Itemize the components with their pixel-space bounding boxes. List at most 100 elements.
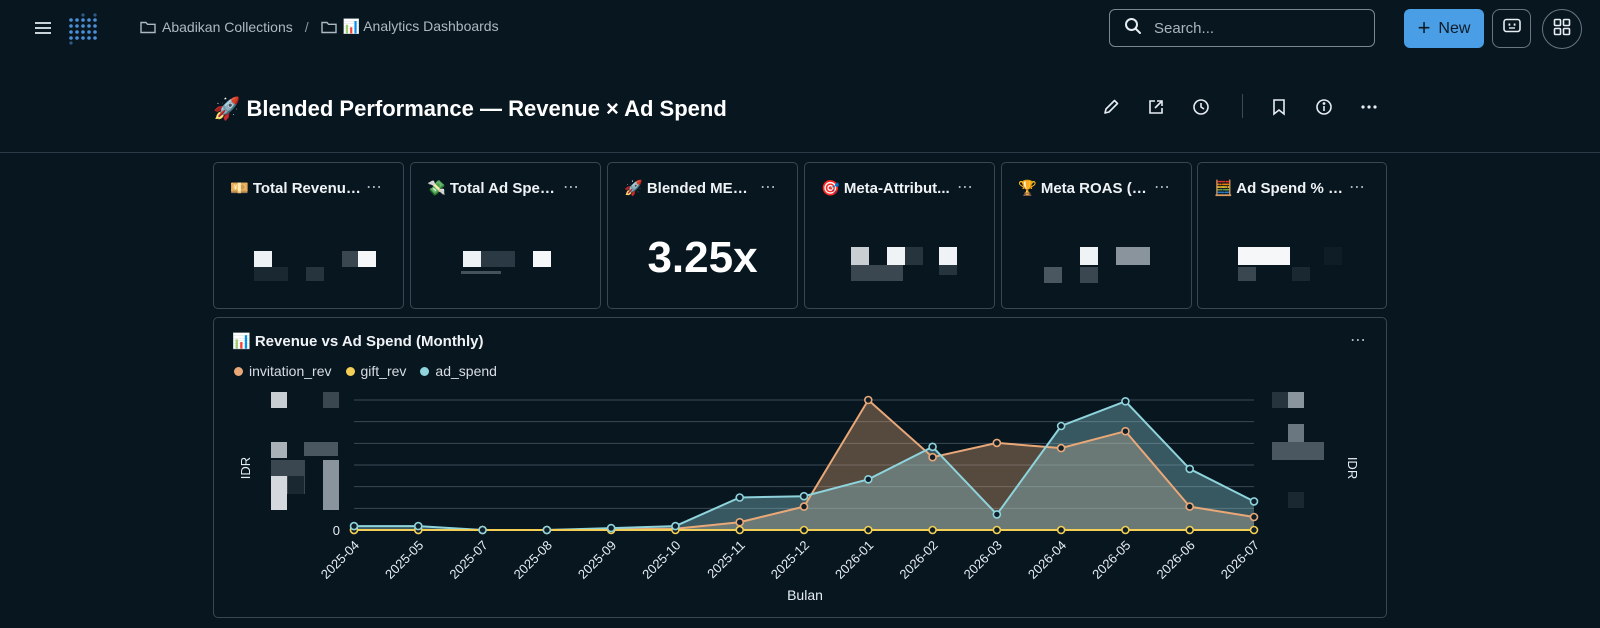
x-tick-label: 2026-01 — [832, 538, 876, 582]
y-axis-ticks: 0 — [333, 523, 340, 538]
card-menu-icon[interactable]: ⋯ — [366, 179, 383, 196]
y-tick-label: 0 — [333, 523, 340, 538]
chart-title: 📊 Revenue vs Ad Spend (Monthly) — [232, 333, 484, 350]
point-ad-spend — [928, 442, 937, 452]
y-axis-label-right: IDR — [1345, 457, 1360, 479]
point-invitation-rev — [863, 395, 873, 405]
chart-plot: 2025-04 2025-05 2025-07 2025-08 2025-09 2025-… — [238, 392, 1360, 603]
point-gift-rev — [735, 525, 745, 535]
more-options-icon[interactable] — [1358, 96, 1380, 118]
point-invitation-rev — [1121, 426, 1130, 436]
point-ad-spend — [671, 521, 680, 531]
scalar-card-blended-mer[interactable]: 🚀 Blended MER ... ⋯ 3.25x — [607, 162, 798, 309]
redacted-value — [805, 247, 994, 285]
point-gift-rev — [863, 525, 873, 535]
redacted-y-axis-right — [1272, 392, 1324, 508]
x-axis-label: Bulan — [787, 587, 823, 603]
point-ad-spend — [1056, 421, 1066, 431]
pencil-icon[interactable] — [1100, 96, 1122, 118]
page-title: 🚀 Blended Performance — Revenue × Ad Spe… — [213, 96, 727, 121]
card-menu-icon[interactable]: ⋯ — [563, 179, 580, 196]
top-bar: Abadikan Collections / 📊 Analytics Dashb… — [0, 0, 1600, 58]
grid-icon — [1553, 18, 1571, 41]
card-title: 💴 Total Revenue... — [230, 180, 362, 197]
search-input[interactable] — [1152, 18, 1356, 38]
x-tick-label: 2025-11 — [704, 538, 748, 582]
share-icon[interactable] — [1145, 96, 1167, 118]
point-ad-spend — [478, 525, 487, 535]
legend-label: invitation_rev — [249, 363, 332, 379]
card-title: 💸 Total Ad Spen... — [427, 180, 559, 197]
x-axis-ticks: 2025-04 2025-05 2025-07 2025-08 2025-09 2025-… — [318, 538, 1262, 582]
point-invitation-rev — [992, 438, 1002, 448]
legend-swatch — [234, 366, 243, 376]
scalar-card-meta-roas[interactable]: 🏆 Meta ROAS (9... ⋯ — [1001, 162, 1192, 309]
new-button[interactable]: + New — [1404, 9, 1484, 48]
scalar-card-ad-spend-percent[interactable]: 🧮 Ad Spend % of... ⋯ — [1197, 162, 1387, 309]
divider — [1242, 94, 1243, 118]
x-tick-label: 2026-04 — [1025, 538, 1069, 582]
chart-card-revenue-vs-ad-spend[interactable]: 📊 Revenue vs Ad Spend (Monthly) ⋯ invita… — [213, 317, 1387, 618]
point-ad-spend — [799, 491, 809, 501]
breadcrumb-separator: / — [304, 18, 309, 35]
card-menu-icon[interactable]: ⋯ — [1349, 179, 1366, 196]
redacted-y-axis-left — [271, 392, 339, 510]
chat-bot-icon — [1502, 18, 1521, 39]
x-tick-label: 2025-10 — [639, 538, 683, 582]
breadcrumb: Abadikan Collections / 📊 Analytics Dashb… — [140, 18, 499, 35]
point-invitation-rev — [799, 502, 809, 511]
search-icon — [1124, 17, 1142, 40]
legend-item-gift-rev[interactable]: gift_rev — [345, 363, 407, 379]
x-tick-label: 2025-07 — [446, 538, 490, 582]
x-tick-label: 2025-12 — [768, 538, 812, 582]
folder-icon — [140, 20, 156, 34]
card-title: 🧮 Ad Spend % of... — [1214, 180, 1346, 197]
point-gift-rev — [1121, 525, 1130, 535]
x-tick-label: 2025-05 — [382, 538, 426, 582]
info-icon[interactable] — [1313, 96, 1335, 118]
point-ad-spend — [863, 475, 873, 484]
card-title: 🏆 Meta ROAS (9... — [1018, 180, 1150, 197]
point-gift-rev — [799, 525, 809, 535]
folder-icon — [320, 20, 337, 34]
point-ad-spend — [542, 525, 552, 535]
bookmark-icon[interactable] — [1268, 96, 1290, 118]
legend-item-ad-spend[interactable]: ad_spend — [420, 363, 497, 379]
card-menu-icon[interactable]: ⋯ — [1154, 179, 1171, 196]
point-ad-spend — [349, 521, 359, 531]
x-tick-label: 2025-04 — [318, 538, 362, 582]
card-menu-icon[interactable]: ⋯ — [760, 179, 777, 196]
redacted-value — [1002, 247, 1191, 285]
clock-icon[interactable] — [1190, 96, 1212, 118]
redacted-value — [1198, 247, 1386, 285]
dashboard-header: 🚀 Blended Performance — Revenue × Ad Spe… — [0, 58, 1600, 153]
plus-icon: + — [1417, 14, 1431, 40]
metabot-button[interactable] — [1492, 9, 1531, 48]
legend-item-invitation-rev[interactable]: invitation_rev — [234, 363, 332, 379]
area-invitation-rev — [354, 400, 1254, 530]
scalar-card-total-revenue[interactable]: 💴 Total Revenue... ⋯ — [213, 162, 404, 309]
x-tick-label: 2026-03 — [961, 538, 1005, 582]
x-tick-label: 2026-02 — [896, 538, 940, 582]
legend-swatch — [420, 366, 430, 376]
app-logo-icon[interactable] — [66, 12, 102, 46]
point-ad-spend — [992, 510, 1002, 519]
breadcrumb-item-collection[interactable]: Abadikan Collections — [140, 19, 293, 35]
hamburger-menu-icon[interactable] — [32, 16, 54, 40]
breadcrumb-item-analytics-dashboards[interactable]: 📊 Analytics Dashboards — [320, 18, 499, 35]
search-box[interactable] — [1109, 9, 1375, 47]
chart-legend: invitation_rev gift_rev ad_spend — [234, 363, 497, 379]
scalar-card-total-ad-spend[interactable]: 💸 Total Ad Spen... ⋯ — [410, 162, 601, 309]
point-gift-rev — [992, 525, 1002, 535]
breadcrumb-label: 📊 Analytics Dashboards — [342, 18, 499, 34]
app-switcher-button[interactable] — [1542, 9, 1582, 49]
chart-menu-icon[interactable]: ⋯ — [1350, 332, 1366, 349]
card-menu-icon[interactable]: ⋯ — [957, 179, 974, 196]
point-ad-spend — [1249, 497, 1259, 506]
legend-label: gift_rev — [360, 363, 407, 379]
point-invitation-rev — [928, 452, 937, 462]
point-ad-spend — [1185, 464, 1195, 474]
card-title: 🚀 Blended MER ... — [624, 180, 756, 197]
point-ad-spend — [606, 523, 616, 533]
scalar-card-meta-attributed[interactable]: 🎯 Meta-Attribut... ⋯ — [804, 162, 995, 309]
